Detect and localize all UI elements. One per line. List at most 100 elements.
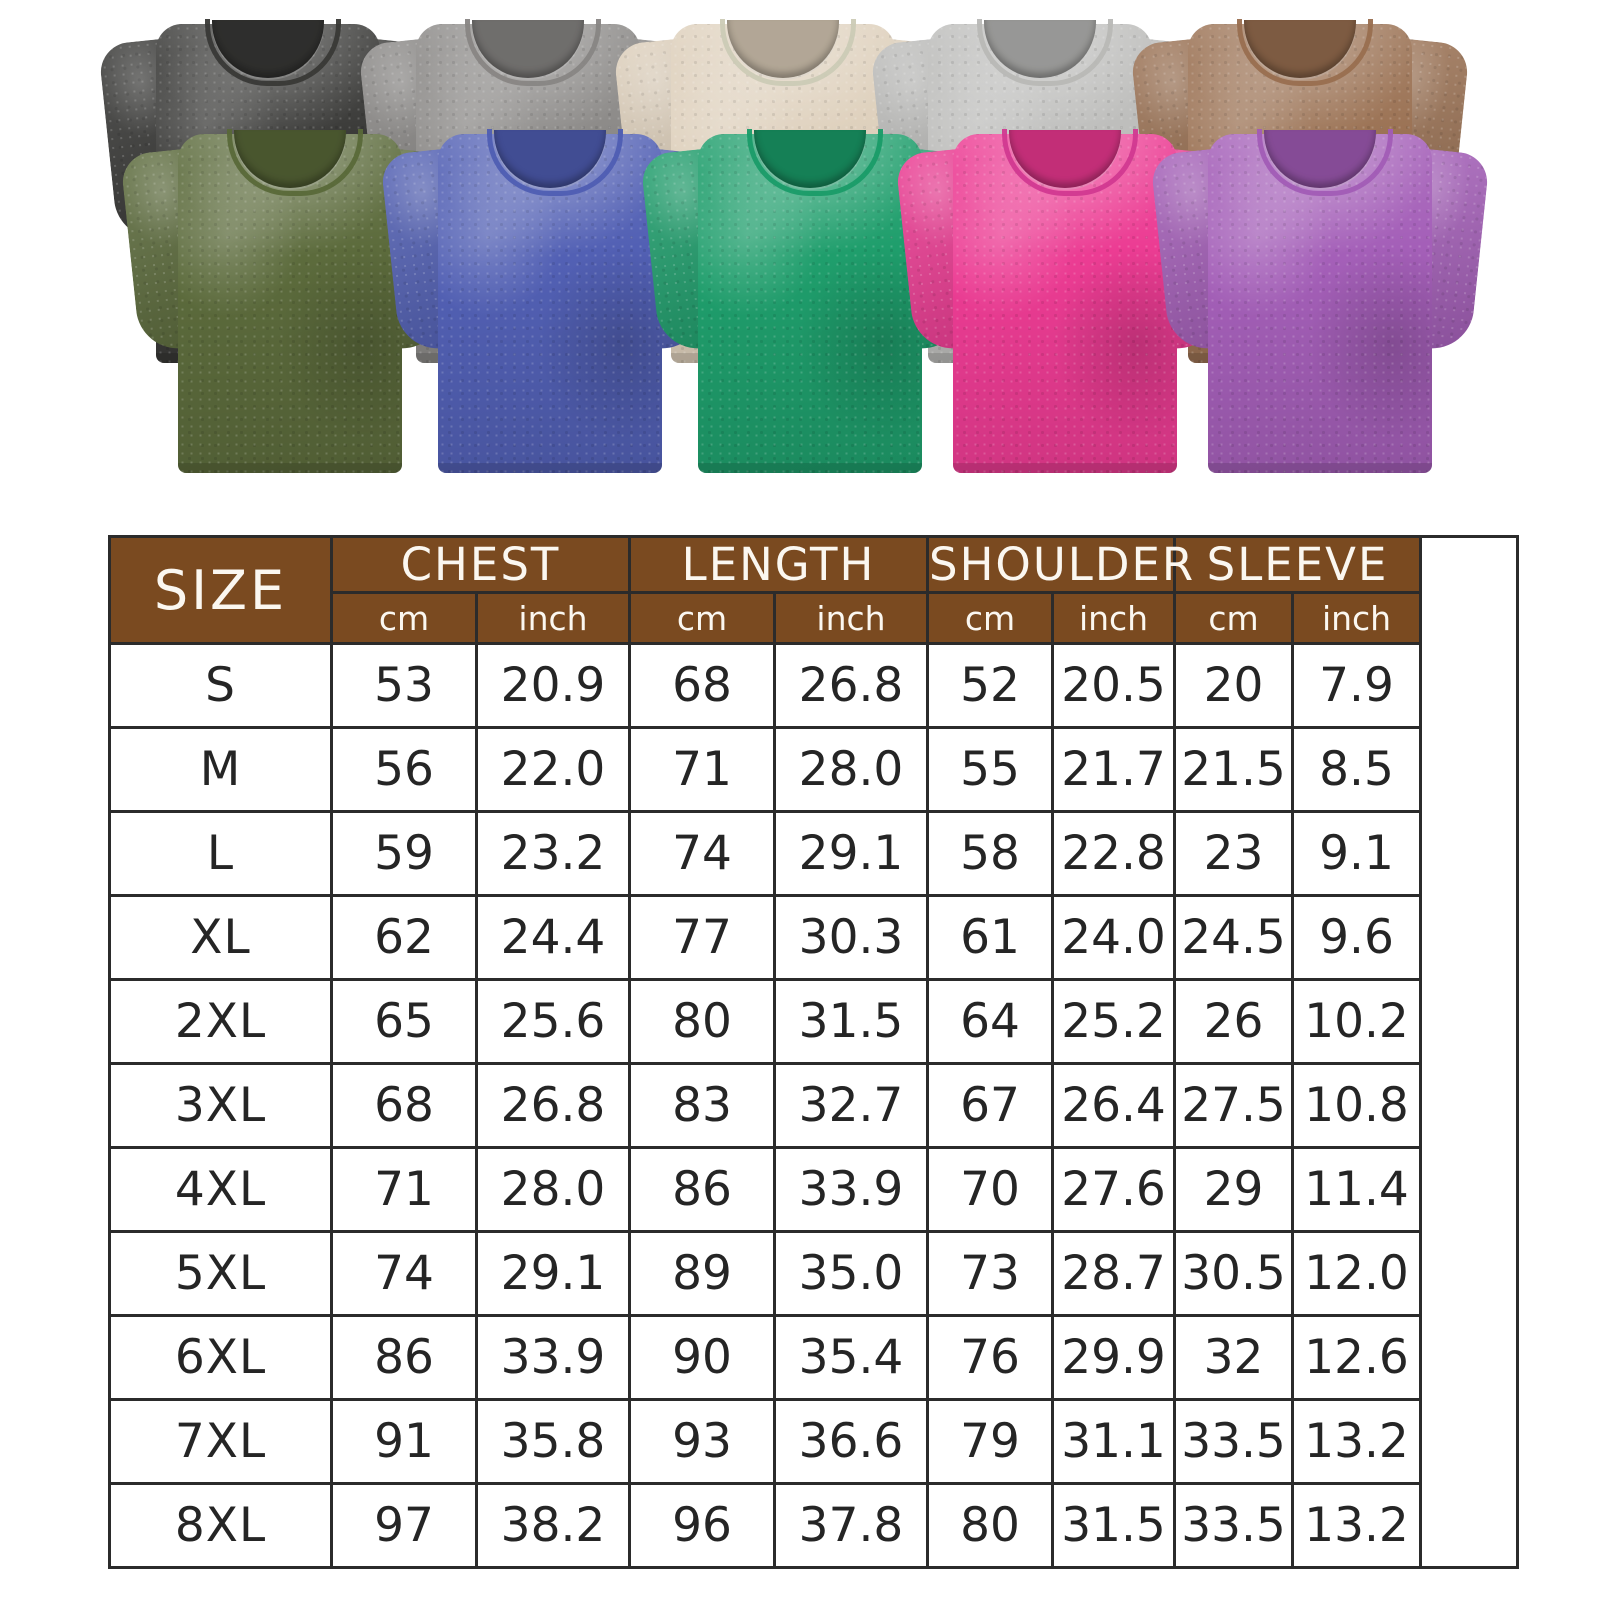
tshirt-collar <box>494 130 606 188</box>
cell-size-3xl: 3XL <box>108 1062 333 1149</box>
cell-length-in: 36.6 <box>772 1398 930 1485</box>
cell-shoulder-in: 21.7 <box>1051 726 1177 813</box>
cell-size-l: L <box>108 810 333 897</box>
cell-shoulder-cm: 64 <box>926 978 1055 1065</box>
cell-sleeve-in: 10.2 <box>1291 978 1423 1065</box>
cell-shoulder-cm: 80 <box>926 1482 1055 1569</box>
tshirt-hem <box>438 463 662 473</box>
header-unit-sleeve-inch: inch <box>1291 591 1423 645</box>
cell-chest-in: 23.2 <box>475 810 631 897</box>
cell-length-in: 29.1 <box>772 810 930 897</box>
cell-length-cm: 96 <box>628 1482 776 1569</box>
cell-sleeve-in: 12.0 <box>1291 1230 1423 1317</box>
header-unit-length-cm: cm <box>628 591 776 645</box>
table-row: 6XL 86 33.9 90 35.4 76 29.9 32 12.6 <box>108 1314 1518 1401</box>
cell-chest-cm: 86 <box>330 1314 478 1401</box>
cell-shoulder-cm: 67 <box>926 1062 1055 1149</box>
cell-sleeve-in: 9.1 <box>1291 810 1423 897</box>
cell-chest-cm: 68 <box>330 1062 478 1149</box>
cell-shoulder-in: 29.9 <box>1051 1314 1177 1401</box>
cell-sleeve-cm: 29 <box>1173 1146 1295 1233</box>
cell-length-in: 35.0 <box>772 1230 930 1317</box>
table-row: 8XL 97 38.2 96 37.8 80 31.5 33.5 13.2 <box>108 1482 1518 1569</box>
cell-length-cm: 77 <box>628 894 776 981</box>
tshirt-collar <box>234 130 346 188</box>
header-unit-sleeve-cm: cm <box>1173 591 1295 645</box>
table-row: S 53 20.9 68 26.8 52 20.5 20 7.9 <box>108 642 1518 729</box>
cell-sleeve-cm: 27.5 <box>1173 1062 1295 1149</box>
tshirt-collar <box>212 20 324 78</box>
cell-sleeve-in: 11.4 <box>1291 1146 1423 1233</box>
header-unit-length-inch: inch <box>772 591 930 645</box>
cell-shoulder-cm: 79 <box>926 1398 1055 1485</box>
tshirt-army-green[interactable] <box>119 128 461 473</box>
tshirt-collar <box>754 130 866 188</box>
tshirt-green[interactable] <box>639 128 981 473</box>
cell-chest-cm: 62 <box>330 894 478 981</box>
cell-shoulder-cm: 70 <box>926 1146 1055 1233</box>
cell-shoulder-in: 31.1 <box>1051 1398 1177 1485</box>
cell-shoulder-cm: 52 <box>926 642 1055 729</box>
cell-length-in: 32.7 <box>772 1062 930 1149</box>
tshirt-rose-red[interactable] <box>894 128 1236 473</box>
cell-length-cm: 68 <box>628 642 776 729</box>
cell-length-cm: 89 <box>628 1230 776 1317</box>
size-table-body: S 53 20.9 68 26.8 52 20.5 20 7.9 M 56 22.0 71 28.0 55 2… <box>108 642 1518 1569</box>
cell-shoulder-cm: 61 <box>926 894 1055 981</box>
cell-sleeve-cm: 33.5 <box>1173 1482 1295 1569</box>
cell-size-s: S <box>108 642 333 729</box>
header-group-sleeve: SLEEVE <box>1173 535 1423 594</box>
table-row: 3XL 68 26.8 83 32.7 67 26.4 27.5 10.8 <box>108 1062 1518 1149</box>
tshirt-collar <box>727 20 839 78</box>
cell-sleeve-in: 13.2 <box>1291 1398 1423 1485</box>
cell-length-in: 26.8 <box>772 642 930 729</box>
cell-shoulder-in: 20.5 <box>1051 642 1177 729</box>
cell-chest-in: 35.8 <box>475 1398 631 1485</box>
cell-chest-in: 33.9 <box>475 1314 631 1401</box>
cell-length-in: 31.5 <box>772 978 930 1065</box>
cell-shoulder-in: 31.5 <box>1051 1482 1177 1569</box>
product-color-gallery <box>0 0 1600 500</box>
cell-chest-in: 22.0 <box>475 726 631 813</box>
cell-shoulder-in: 24.0 <box>1051 894 1177 981</box>
header-group-row: SIZE CHEST LENGTH SHOULDER SLEEVE <box>108 535 1518 645</box>
tshirt-hem <box>698 463 922 473</box>
cell-length-in: 33.9 <box>772 1146 930 1233</box>
cell-length-cm: 90 <box>628 1314 776 1401</box>
cell-shoulder-cm: 58 <box>926 810 1055 897</box>
cell-size-7xl: 7XL <box>108 1398 333 1485</box>
table-row: M 56 22.0 71 28.0 55 21.7 21.5 8.5 <box>108 726 1518 813</box>
table-row: 7XL 91 35.8 93 36.6 79 31.1 33.5 13.2 <box>108 1398 1518 1485</box>
cell-sleeve-cm: 21.5 <box>1173 726 1295 813</box>
tshirt-collar <box>984 20 1096 78</box>
cell-length-cm: 93 <box>628 1398 776 1485</box>
cell-chest-cm: 74 <box>330 1230 478 1317</box>
cell-sleeve-in: 13.2 <box>1291 1482 1423 1569</box>
cell-sleeve-in: 12.6 <box>1291 1314 1423 1401</box>
size-table-container: SIZE CHEST LENGTH SHOULDER SLEEVE cm inch cm i… <box>108 535 1520 1569</box>
table-row: 2XL 65 25.6 80 31.5 64 25.2 26 10.2 <box>108 978 1518 1065</box>
cell-chest-in: 20.9 <box>475 642 631 729</box>
tshirt-purple[interactable] <box>1149 128 1491 473</box>
cell-size-m: M <box>108 726 333 813</box>
cell-size-xl: XL <box>108 894 333 981</box>
cell-chest-in: 28.0 <box>475 1146 631 1233</box>
cell-shoulder-cm: 55 <box>926 726 1055 813</box>
cell-chest-in: 24.4 <box>475 894 631 981</box>
header-unit-shoulder-cm: cm <box>926 591 1055 645</box>
cell-size-2xl: 2XL <box>108 978 333 1065</box>
cell-sleeve-cm: 33.5 <box>1173 1398 1295 1485</box>
cell-sleeve-in: 10.8 <box>1291 1062 1423 1149</box>
cell-length-cm: 83 <box>628 1062 776 1149</box>
cell-sleeve-in: 7.9 <box>1291 642 1423 729</box>
header-unit-row: cm inch cm inch cm inch cm inch <box>110 591 1518 645</box>
cell-chest-cm: 56 <box>330 726 478 813</box>
cell-length-cm: 71 <box>628 726 776 813</box>
cell-size-5xl: 5XL <box>108 1230 333 1317</box>
cell-length-in: 28.0 <box>772 726 930 813</box>
size-table-header: SIZE CHEST LENGTH SHOULDER SLEEVE cm inch cm i… <box>108 535 1518 645</box>
cell-chest-cm: 71 <box>330 1146 478 1233</box>
tshirt-blue[interactable] <box>379 128 721 473</box>
cell-size-6xl: 6XL <box>108 1314 333 1401</box>
